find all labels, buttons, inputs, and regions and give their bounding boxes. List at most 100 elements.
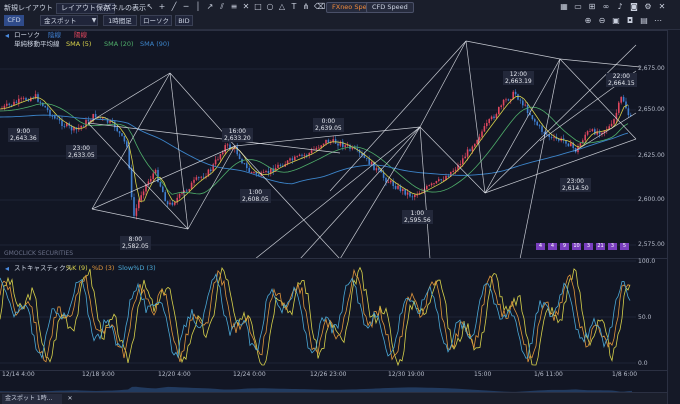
candle <box>610 123 613 127</box>
price-chart-panel[interactable]: ◂ ローソク 陰線 陽線 単純移動平均線 SMA (5) SMA (20) SM… <box>0 30 667 259</box>
candle <box>6 103 8 106</box>
bell-icon[interactable]: ♪ <box>617 2 623 11</box>
period-badge[interactable]: 10 <box>572 243 581 250</box>
candle <box>44 105 46 108</box>
grid-icon[interactable]: ▦ <box>560 2 568 11</box>
text-tool-icon[interactable]: T <box>291 2 297 11</box>
candle <box>630 115 632 117</box>
candle <box>442 180 445 181</box>
collapse-icon[interactable]: ◂ <box>4 264 9 273</box>
zoom-in-icon[interactable]: ⊕ <box>584 16 592 25</box>
candle <box>466 149 469 157</box>
circle-tool-icon[interactable]: ○ <box>266 2 274 11</box>
period-badge[interactable]: 5 <box>620 243 629 250</box>
chart-tab[interactable]: 金スポット 1時... <box>2 394 62 404</box>
pattern-line <box>169 72 189 230</box>
candle <box>286 160 289 165</box>
stochastic-panel[interactable]: ◂ ストキャスティクス %K (9) %D (3) Slow%D (3) 100… <box>0 258 667 370</box>
candle <box>217 159 219 161</box>
hline-tool-icon[interactable]: ─ <box>183 2 189 11</box>
candle <box>546 133 548 135</box>
candle <box>356 148 358 150</box>
cfd-speed-button[interactable]: CFD Speed <box>366 2 414 13</box>
panel-display-button[interactable]: パネルの表示 <box>104 4 146 12</box>
time-axis[interactable]: 12/14 4:00 12/18 9:00 12/20 4:00 12/24 0:00… <box>0 370 667 393</box>
candle <box>346 145 349 146</box>
candle <box>406 192 409 195</box>
tile-icon[interactable]: ⊞ <box>588 2 596 11</box>
ray-tool-icon[interactable]: ↗ <box>206 2 214 11</box>
collapse-icon[interactable]: ◂ <box>4 31 9 40</box>
candle <box>464 156 466 159</box>
arrow-tool-icon[interactable]: ✕ <box>242 2 250 11</box>
candle <box>306 155 308 156</box>
link-icon[interactable]: ∞ <box>602 2 610 11</box>
stoch-tick-label: 100.0 <box>638 258 656 265</box>
candle <box>310 150 313 154</box>
window-icon[interactable]: ▭ <box>574 2 582 11</box>
close-tab-icon[interactable]: ✕ <box>67 395 73 402</box>
navigator-strip[interactable] <box>0 379 667 393</box>
vline-tool-icon[interactable]: │ <box>195 2 201 11</box>
candle <box>231 148 234 150</box>
candle <box>363 155 366 158</box>
candle <box>174 202 176 205</box>
candle <box>536 121 538 126</box>
period-badge[interactable]: 9 <box>560 243 569 250</box>
product-tab[interactable]: CFD <box>4 15 24 26</box>
rectangle-tool-icon[interactable]: □ <box>254 2 262 11</box>
cursor-icon[interactable]: ↖ <box>146 2 154 11</box>
candle <box>438 179 440 181</box>
candle <box>195 177 198 180</box>
timeframe-select[interactable]: 1時間足 <box>103 15 137 26</box>
new-layout-button[interactable]: 新規レイアウト <box>4 4 53 12</box>
save-icon[interactable]: ▣ <box>612 16 620 25</box>
candle <box>27 100 30 102</box>
candle <box>572 142 574 149</box>
eraser-icon[interactable]: ⌫ <box>314 2 326 11</box>
camera-icon[interactable]: ◙ <box>630 2 638 11</box>
pattern-line <box>91 208 189 230</box>
zoom-out-icon[interactable]: ⊖ <box>598 16 606 25</box>
crosshair-icon[interactable]: + <box>158 2 166 11</box>
period-badge[interactable]: 3 <box>584 243 593 250</box>
candle <box>39 101 42 103</box>
save-layout-button[interactable]: レイアウト保存 <box>56 3 115 14</box>
bid-select[interactable]: BID <box>175 15 193 26</box>
stochastic-svg[interactable] <box>0 259 667 371</box>
broker-watermark: GMOCLICK SECURITIES <box>4 250 74 257</box>
candle <box>301 154 303 156</box>
close-icon[interactable]: ✕ <box>658 2 666 11</box>
more-icon[interactable]: ⋯ <box>654 16 662 25</box>
candle <box>325 139 327 144</box>
candle <box>562 138 565 141</box>
settings-icon[interactable]: ⚙ <box>644 2 652 11</box>
candle <box>601 132 603 134</box>
price-chart-svg[interactable] <box>0 31 667 259</box>
candle <box>598 131 601 134</box>
chevron-down-icon[interactable]: ▼ <box>91 17 97 24</box>
candle <box>385 177 387 183</box>
pitchfork-tool-icon[interactable]: ⋔ <box>302 2 310 11</box>
period-badge[interactable]: 21 <box>596 243 605 250</box>
period-badge[interactable]: 4 <box>536 243 545 250</box>
print-icon[interactable]: ▤ <box>640 16 648 25</box>
period-badge[interactable]: 3 <box>608 243 617 250</box>
candle <box>303 155 306 156</box>
pattern-line <box>419 126 431 259</box>
camera-capture-icon[interactable]: ◘ <box>626 16 634 25</box>
legend-slow: Slow%D (3) <box>118 264 156 272</box>
candle <box>368 158 370 165</box>
right-scrollbar[interactable] <box>667 30 680 404</box>
line-tool-icon[interactable]: ╱ <box>171 2 177 11</box>
chart-type-select[interactable]: ローソク <box>140 15 172 26</box>
channel-tool-icon[interactable]: ⫽ <box>220 2 224 11</box>
fib-tool-icon[interactable]: ≡ <box>230 2 238 11</box>
annotation-time: 16:00 <box>228 128 246 135</box>
period-badge[interactable]: 4 <box>548 243 557 250</box>
triangle-tool-icon[interactable]: △ <box>278 2 286 11</box>
candle <box>495 114 498 119</box>
symbol-select[interactable]: 金スポット <box>40 15 98 26</box>
candle <box>92 113 94 121</box>
candle <box>481 131 483 137</box>
